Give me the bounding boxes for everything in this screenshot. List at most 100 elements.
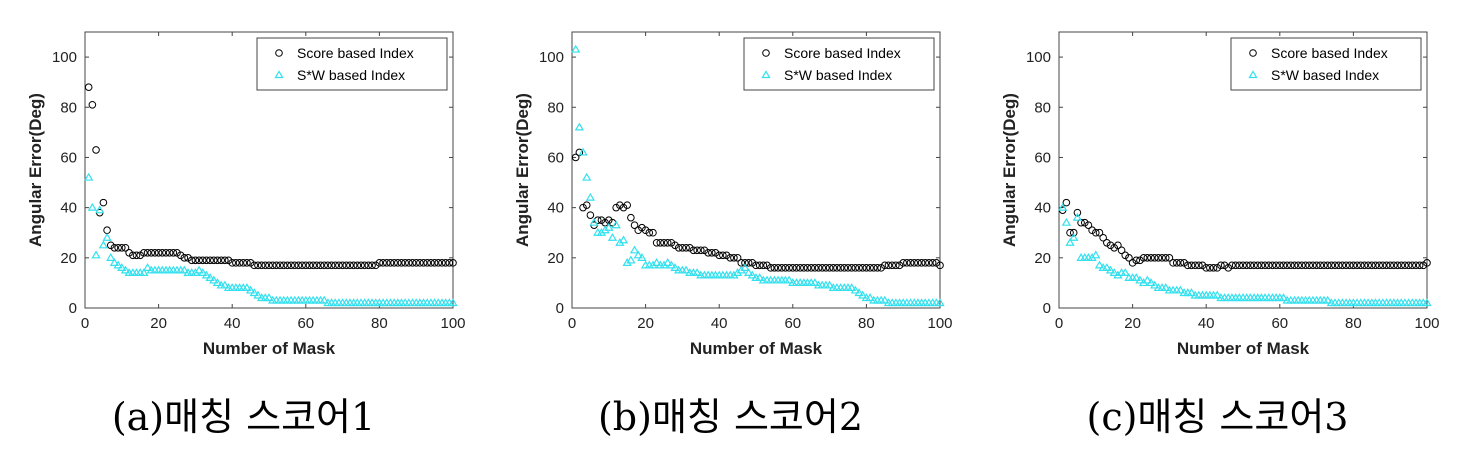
data-point xyxy=(1257,261,1266,270)
data-point xyxy=(715,251,723,260)
data-point xyxy=(1322,295,1333,304)
data-point xyxy=(1264,261,1273,270)
y-tick-label: 80 xyxy=(1034,99,1051,116)
data-point xyxy=(154,249,163,257)
data-point xyxy=(1139,254,1148,262)
data-point xyxy=(719,251,727,260)
data-point xyxy=(854,288,864,297)
data-point xyxy=(117,263,127,271)
data-point xyxy=(1360,261,1369,270)
data-point xyxy=(98,240,109,249)
legend-label: Score based Index xyxy=(784,45,901,61)
data-point xyxy=(670,263,680,271)
data-point xyxy=(84,83,93,91)
data-point xyxy=(438,259,446,267)
data-point xyxy=(287,261,295,270)
data-point xyxy=(194,265,204,274)
data-point xyxy=(693,246,701,255)
data-point xyxy=(272,261,281,270)
data-point xyxy=(113,260,123,269)
data-point xyxy=(445,259,454,267)
data-point xyxy=(1368,261,1376,270)
data-point xyxy=(1212,290,1222,299)
data-point xyxy=(1209,264,1218,272)
data-point xyxy=(829,264,838,272)
data-point xyxy=(1206,264,1214,272)
legend-label: Score based Index xyxy=(1271,45,1388,61)
data-point xyxy=(1073,208,1082,217)
data-point xyxy=(1294,261,1303,270)
data-point xyxy=(1161,254,1170,262)
data-point xyxy=(84,172,94,181)
x-tick-label: 20 xyxy=(637,315,654,332)
data-point xyxy=(844,264,852,272)
data-point xyxy=(726,254,735,262)
data-point xyxy=(95,205,105,214)
data-point xyxy=(1320,261,1328,270)
data-point xyxy=(382,259,391,267)
data-point xyxy=(1305,261,1314,270)
data-point xyxy=(191,256,200,265)
chart-panel-a: 0 20 40 60 80 100 0 20 40 60 80 100 Number of Mask An… xyxy=(0,0,487,464)
x-tick-label: 80 xyxy=(1345,315,1362,332)
data-point xyxy=(243,259,251,267)
x-tick-label: 60 xyxy=(297,315,314,332)
data-point xyxy=(1408,261,1417,270)
data-point xyxy=(652,238,661,247)
data-point xyxy=(1147,254,1155,262)
data-point xyxy=(741,259,749,267)
y-tick-label: 100 xyxy=(1026,49,1051,66)
data-point xyxy=(120,265,131,274)
data-point xyxy=(629,245,640,254)
data-point xyxy=(416,259,424,267)
x-tick-label: 60 xyxy=(784,315,801,332)
data-point xyxy=(254,261,262,270)
data-point xyxy=(106,253,116,261)
data-point xyxy=(165,249,174,257)
data-point xyxy=(346,261,354,270)
data-point xyxy=(397,259,406,267)
legend-box xyxy=(743,37,935,91)
data-point xyxy=(917,259,926,267)
data-point xyxy=(1092,228,1100,237)
data-point xyxy=(221,256,229,265)
data-point xyxy=(232,259,240,267)
data-point xyxy=(264,293,274,302)
data-point xyxy=(774,264,782,272)
data-point xyxy=(630,221,639,229)
data-point xyxy=(1069,228,1078,237)
data-point xyxy=(888,261,896,270)
chart-panel-c: 0 20 40 60 80 100 0 20 40 60 80 100 Number of Mask An… xyxy=(974,0,1461,464)
data-point xyxy=(1114,241,1122,250)
data-point xyxy=(1175,285,1186,294)
x-tick-label: 20 xyxy=(150,315,167,332)
legend-box xyxy=(1230,37,1422,91)
data-point xyxy=(1353,261,1361,270)
data-point xyxy=(324,261,332,270)
data-point xyxy=(1235,261,1244,270)
data-point xyxy=(360,261,369,270)
data-point xyxy=(103,226,111,235)
data-point xyxy=(833,264,841,272)
data-point xyxy=(899,259,908,267)
y-tick-label: 40 xyxy=(60,200,77,217)
data-point xyxy=(213,256,222,265)
data-point xyxy=(118,243,126,252)
data-point xyxy=(881,261,889,270)
data-point xyxy=(818,264,827,272)
data-point xyxy=(319,295,329,304)
data-point xyxy=(656,238,665,247)
data-point xyxy=(394,259,402,267)
x-tick-label: 100 xyxy=(440,315,465,332)
data-point xyxy=(730,254,738,262)
data-point xyxy=(187,256,196,265)
data-point xyxy=(1191,261,1199,270)
legend-label: S*W based Index xyxy=(784,67,892,83)
y-tick-label: 80 xyxy=(60,99,77,116)
data-point xyxy=(1065,237,1075,246)
data-point xyxy=(114,243,122,252)
legend-marker-triangle xyxy=(761,70,771,79)
data-point xyxy=(279,261,288,270)
data-point xyxy=(1316,261,1325,270)
legend-marker-circle xyxy=(275,49,283,57)
